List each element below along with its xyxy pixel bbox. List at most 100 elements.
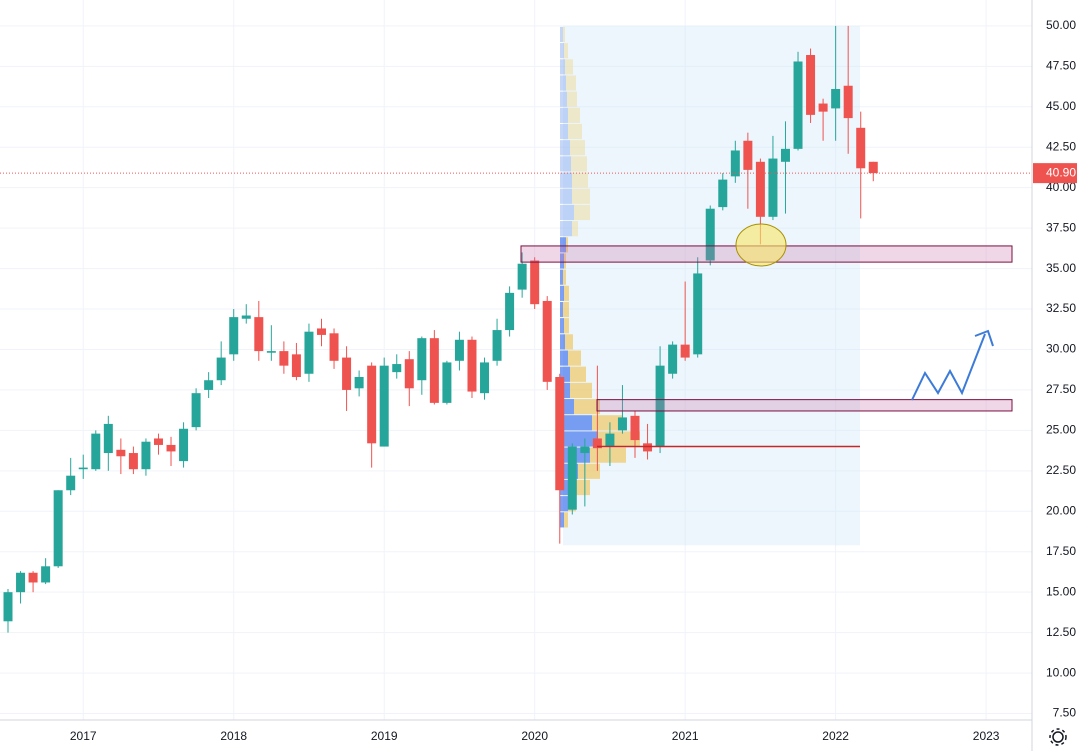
y-tick-label: 22.50 [1046,463,1076,477]
y-tick-label: 20.00 [1046,503,1076,517]
profile-down-bar [572,188,590,204]
candle-body [668,344,678,374]
profile-down-bar [571,156,587,172]
candle-body [166,444,176,452]
candle-body [868,161,878,174]
candle-body [367,365,377,444]
profile-down-bar [572,221,578,237]
candle-body [617,417,627,431]
candle-body [831,88,841,109]
x-tick-label: 2022 [822,729,849,743]
profile-down-bar [564,285,569,301]
value-area [563,25,860,546]
x-tick-label: 2019 [371,729,398,743]
candle-body [442,362,452,403]
profile-down-bar [565,59,573,75]
candle-body [542,300,552,382]
profile-up-bar [560,43,564,59]
zone [596,399,1013,412]
profile-down-bar [567,91,577,107]
candle-body [643,443,653,452]
candle-body [241,315,251,319]
y-tick-label: 27.50 [1046,382,1076,396]
profile-up-bar [560,350,568,366]
profile-up-bar [560,431,598,447]
candle-body [392,364,402,373]
profile-up-bar [560,26,563,43]
profile-up-bar [560,75,566,91]
y-tick-label: 17.50 [1046,544,1076,558]
candle-body [680,344,690,358]
arrow-head [974,329,994,347]
candle-body [266,351,276,353]
profile-up-bar [560,285,564,301]
candle-body [317,328,326,335]
candle-body [530,260,540,305]
x-tick-label: 2023 [973,729,1000,743]
candle-body [768,158,778,217]
candle-body [53,490,63,567]
candle-body [592,438,602,449]
profile-up-bar [560,334,565,350]
profile-down-bar [568,350,581,366]
y-tick-label: 15.00 [1046,584,1076,598]
candle-body [204,380,214,390]
candle-body [856,127,866,169]
profile-up-bar [560,156,571,172]
profile-up-bar [560,59,565,75]
candle-body [693,273,703,355]
y-tick-label: 40.00 [1046,180,1076,194]
candle-body [116,449,126,457]
profile-up-bar [560,512,564,528]
candle-body [229,317,239,355]
profile-down-bar [592,415,622,431]
profile-up-bar [560,91,567,107]
profile-up-bar [560,253,564,269]
x-tick-label: 2018 [220,729,247,743]
y-tick-label: 25.00 [1046,423,1076,437]
x-tick-label: 2020 [521,729,548,743]
y-tick-label: 37.50 [1046,220,1076,234]
candle-body [153,438,163,445]
candle-body [78,467,88,470]
candle-body [304,331,314,374]
candle-body [555,376,565,491]
profile-up-bar [560,107,568,123]
candle-body [16,572,26,593]
profile-down-bar [566,75,576,91]
grid [0,0,1032,720]
candles [3,25,878,633]
settings-icon[interactable] [1049,728,1067,746]
profile-down-bar [563,301,569,318]
y-tick-label: 12.50 [1046,625,1076,639]
candle-body [818,103,828,112]
candle-body [567,446,577,510]
last-price-box [1033,163,1077,184]
candle-body [179,428,189,462]
candle-body [41,566,51,583]
candle-body [718,179,728,208]
candle-body [329,333,339,361]
candle-body [191,393,201,428]
candle-body [66,475,76,491]
candle-body [730,150,740,177]
profile-up-bar [560,188,572,204]
candle-body [254,317,264,352]
candle-body [379,365,389,447]
y-tick-label: 35.00 [1046,261,1076,275]
overlay [0,172,1032,448]
profile-down-bar [578,463,600,479]
profile-down-bar [566,237,568,253]
candle-body [580,446,590,454]
candle-body [342,357,352,390]
profile-up-bar [560,366,570,382]
profile-up-bar [560,301,563,318]
profile-down-bar [563,26,565,43]
profile-up-bar [560,415,592,431]
profile-up-bar [560,221,572,237]
y-tick-label: 32.50 [1046,301,1076,315]
candle-body [655,365,665,447]
candle-body [3,592,13,622]
candle-body [404,359,414,389]
